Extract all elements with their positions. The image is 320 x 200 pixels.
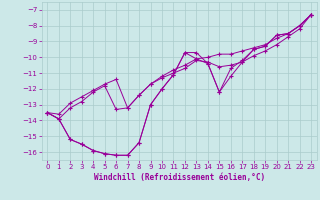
X-axis label: Windchill (Refroidissement éolien,°C): Windchill (Refroidissement éolien,°C) [94,173,265,182]
